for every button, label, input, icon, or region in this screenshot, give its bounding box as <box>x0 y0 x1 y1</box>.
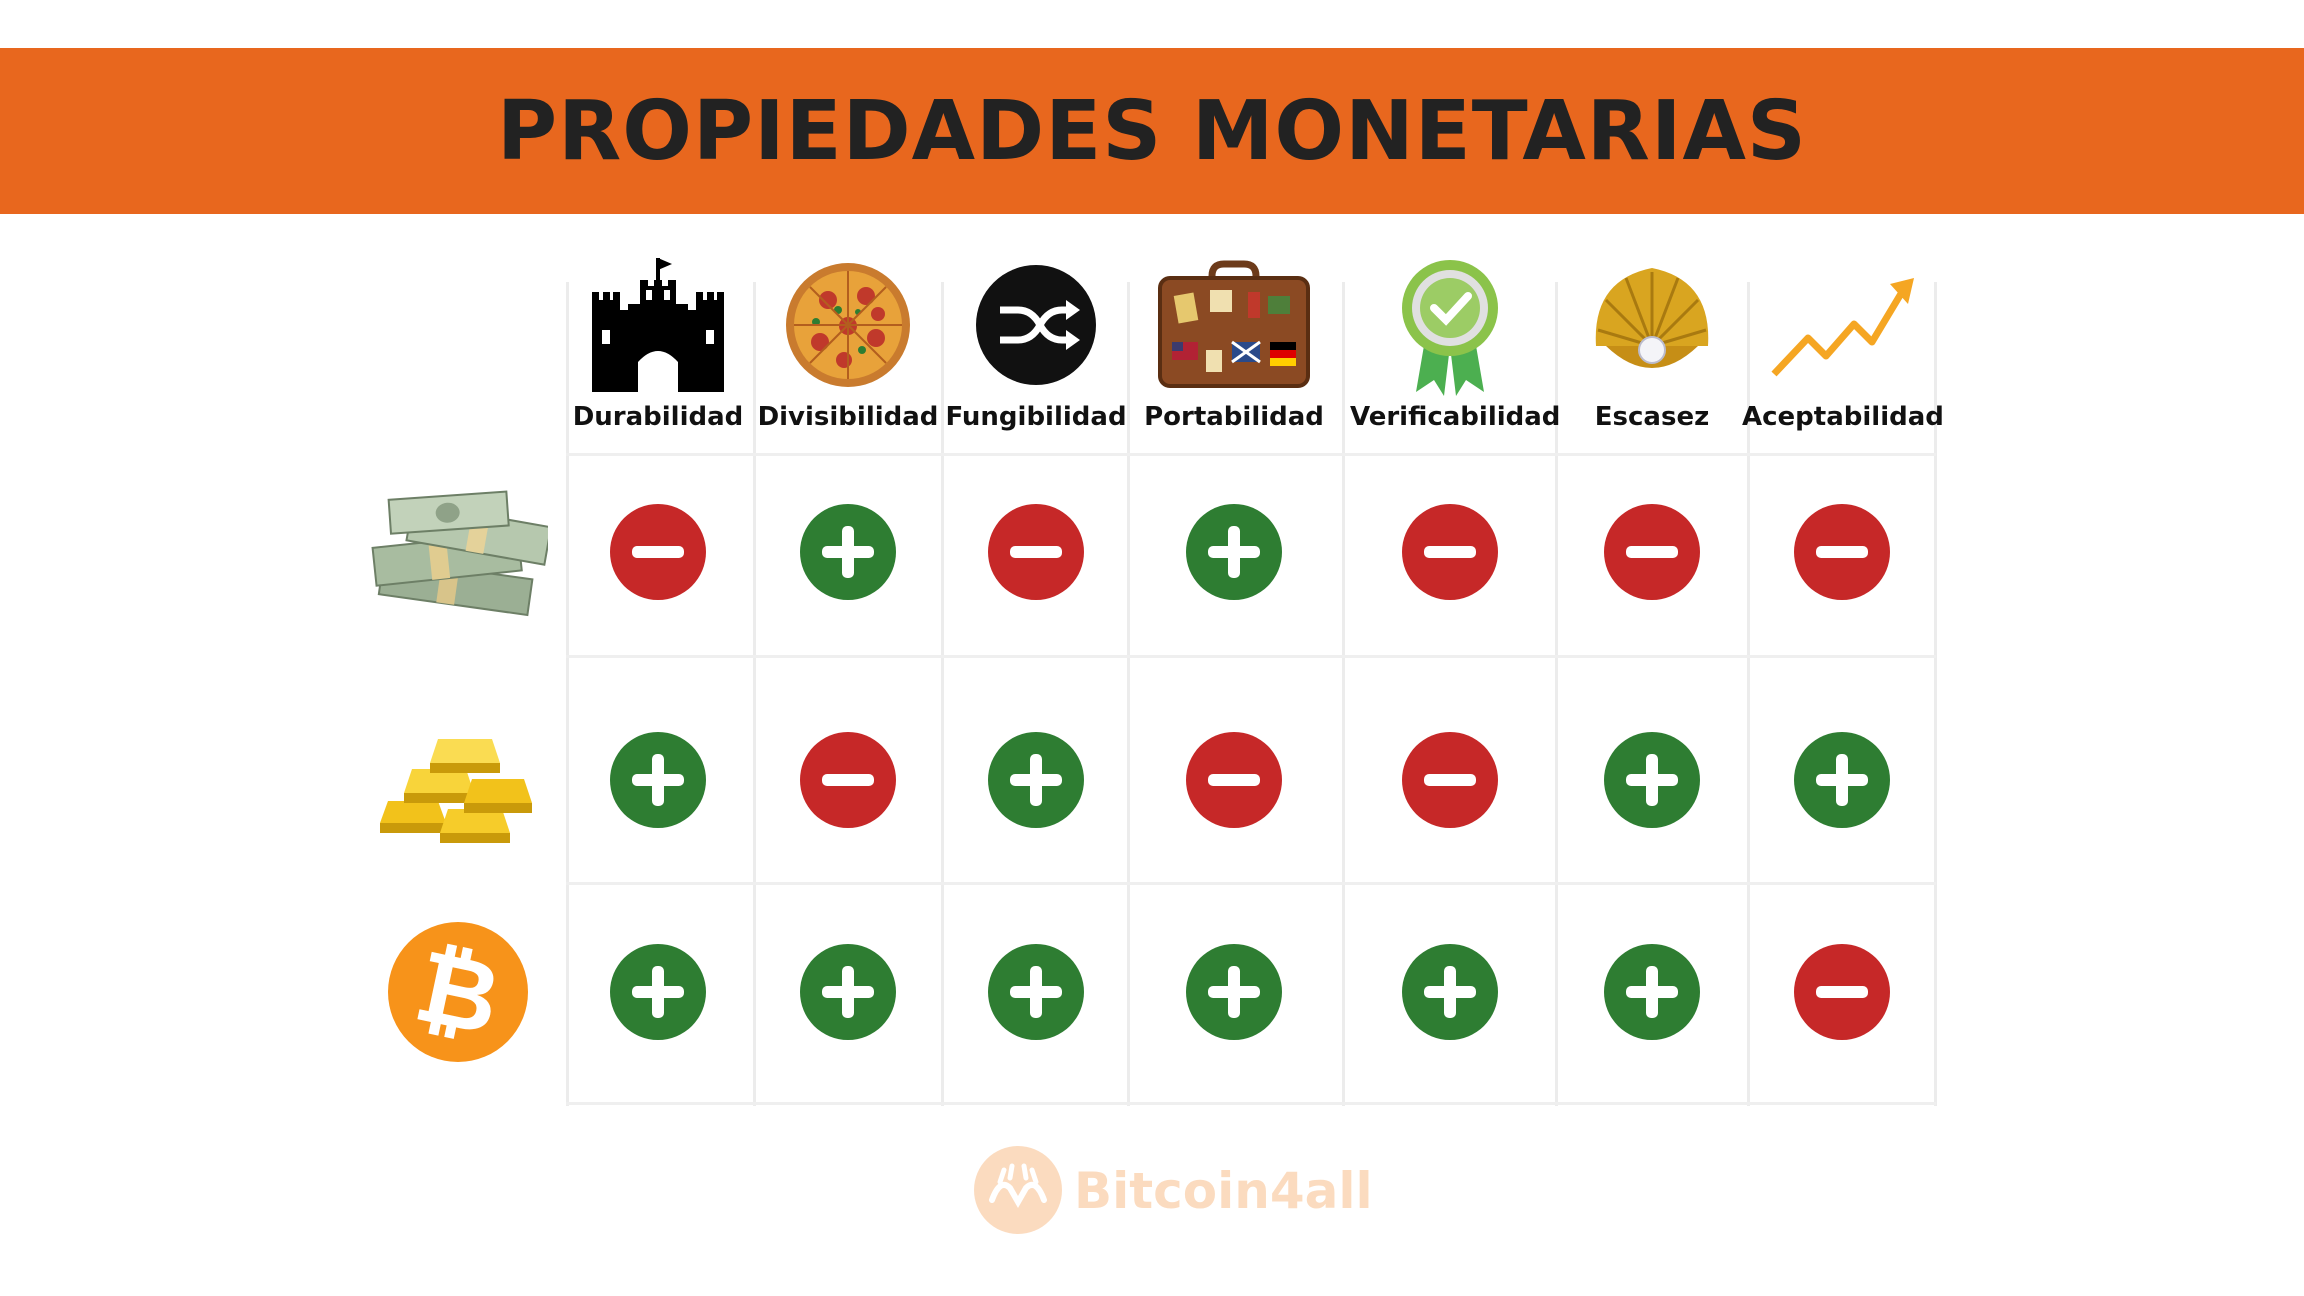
grid-line-vertical <box>566 282 569 1106</box>
plus-icon <box>1602 730 1702 834</box>
shuffle-icon <box>966 250 1106 400</box>
plus-icon <box>608 942 708 1046</box>
column-header-label: Fungibilidad <box>945 402 1127 432</box>
minus-icon <box>1400 730 1500 834</box>
column-header-label: Divisibilidad <box>757 402 939 432</box>
minus-icon <box>608 502 708 606</box>
grid-line-horizontal <box>566 882 1936 885</box>
watermark: Bitcoin4all <box>970 1142 1373 1238</box>
plus-icon <box>798 942 898 1046</box>
grid-line-vertical <box>941 282 944 1106</box>
grid-line-vertical <box>753 282 756 1106</box>
suitcase-icon <box>1154 250 1314 400</box>
plus-icon <box>1184 942 1284 1046</box>
plus-icon <box>1602 942 1702 1046</box>
ribbon-badge-icon <box>1380 250 1520 400</box>
pizza-icon <box>778 250 918 400</box>
banknotes-icon <box>368 477 553 627</box>
pearl-shell-icon <box>1582 250 1722 400</box>
plus-icon <box>1400 942 1500 1046</box>
grid-line-vertical <box>1747 282 1750 1106</box>
plus-icon <box>608 730 708 834</box>
column-header-label: Aceptabilidad <box>1742 402 1944 432</box>
minus-icon <box>798 730 898 834</box>
grid-line-horizontal <box>566 1102 1936 1105</box>
plus-icon <box>1184 502 1284 606</box>
minus-icon <box>986 502 1086 606</box>
grid-line-vertical <box>1127 282 1130 1106</box>
watermark-text: Bitcoin4all <box>1074 1162 1373 1220</box>
grid-line-vertical <box>1342 282 1345 1106</box>
minus-icon <box>1602 502 1702 606</box>
minus-icon <box>1400 502 1500 606</box>
column-header-label: Durabilidad <box>572 402 744 432</box>
minus-icon <box>1184 730 1284 834</box>
plus-icon <box>798 502 898 606</box>
gold-bars-icon <box>368 705 548 855</box>
grid-line-vertical <box>1934 282 1937 1106</box>
page-title: PROPIEDADES MONETARIAS <box>497 83 1807 179</box>
grid-line-vertical <box>1555 282 1558 1106</box>
minus-icon <box>1792 502 1892 606</box>
column-header-label: Verificabilidad <box>1350 402 1561 432</box>
plus-icon <box>986 942 1086 1046</box>
title-banner: PROPIEDADES MONETARIAS <box>0 48 2304 214</box>
minus-icon <box>1792 942 1892 1046</box>
grid-line-horizontal <box>566 453 1936 456</box>
column-header-label: Escasez <box>1594 402 1710 432</box>
column-header-label: Portabilidad <box>1144 402 1324 432</box>
plus-icon <box>986 730 1086 834</box>
hands-logo-icon <box>974 1146 1062 1234</box>
castle-icon <box>588 250 728 400</box>
trend-arrow-icon <box>1762 250 1922 400</box>
bitcoin-icon: ₿ <box>368 917 548 1067</box>
grid-line-horizontal <box>566 655 1936 658</box>
plus-icon <box>1792 730 1892 834</box>
